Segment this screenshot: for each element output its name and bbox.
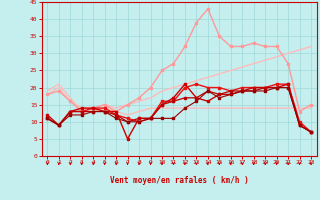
X-axis label: Vent moyen/en rafales ( km/h ): Vent moyen/en rafales ( km/h )	[110, 176, 249, 185]
